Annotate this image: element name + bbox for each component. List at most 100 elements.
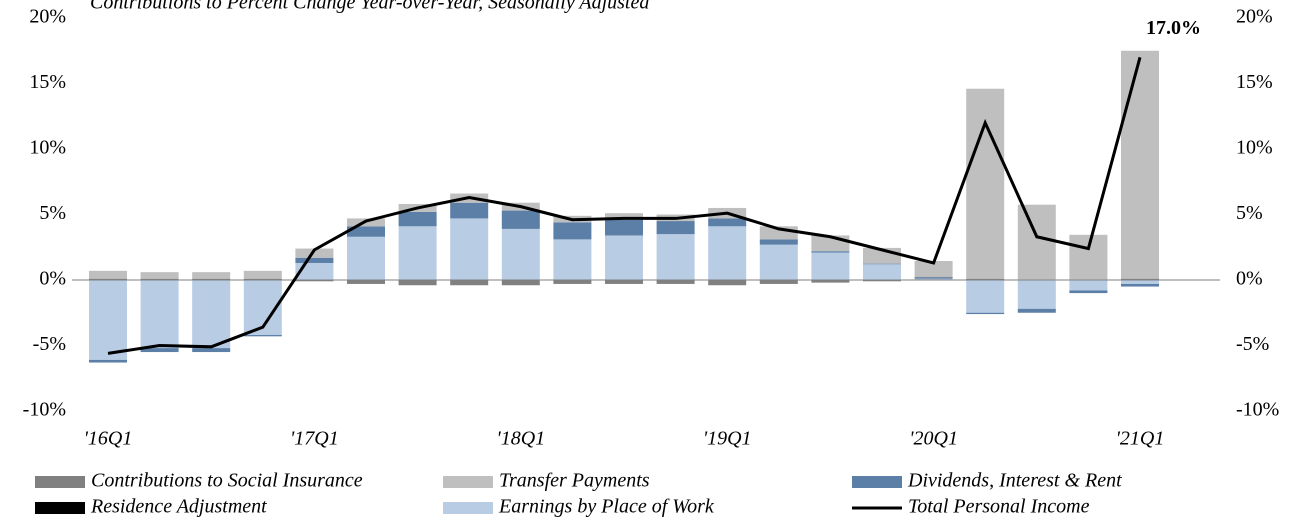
bar-segment [1121,50,1159,279]
legend-label: Dividends, Interest & Rent [907,470,1122,492]
x-tick-label: '20Q1 [909,428,958,450]
legend-label: Residence Adjustment [90,496,267,518]
bar-segment [966,278,1005,280]
bar-segment [295,262,334,280]
y-tick-label: 5% [39,202,66,224]
legend-swatch [443,502,493,514]
bar-segment [1121,283,1159,287]
bar-segment [759,239,798,245]
bar-segment [708,226,747,280]
bar-segment [89,270,127,279]
legend-swatch [443,476,493,488]
y-tick-label: 0% [39,268,66,290]
y2-tick-label: 15% [1236,71,1273,93]
bar-segment [811,251,850,253]
bar-segment [966,88,1005,279]
bar-segment [605,213,643,220]
bar-segment [759,280,798,284]
y-tick-label: 10% [29,137,66,159]
bar-segment [1069,280,1108,291]
legend-label: Contributions to Social Insurance [91,470,363,492]
bar-segment [243,278,282,280]
y2-tick-label: 10% [1236,137,1273,159]
bar-segment [295,280,334,282]
total-line [107,56,1142,355]
y2-tick-label: -5% [1236,333,1269,355]
bar-segment [966,280,1005,313]
bar-segment [553,239,592,280]
legend-label: Earnings by Place of Work [498,496,715,518]
bar-segment [192,272,231,279]
bar-segment [605,219,643,236]
bar-segment [1121,280,1159,284]
bar-segment [1017,204,1056,280]
bar-segment [1017,280,1056,309]
x-tick-label: '19Q1 [703,428,752,450]
y-tick-label: -5% [33,333,66,355]
bar-segment [140,280,179,349]
y2-tick-label: 0% [1236,268,1263,290]
legend-label: Total Personal Income [908,496,1090,518]
bar-segment [501,280,540,286]
bar-segment [1017,308,1056,313]
y2-tick-label: 20% [1236,6,1273,28]
bar-segment [140,272,179,279]
bar-segment [656,234,695,280]
bar-segment [243,335,282,337]
bar-segment [192,280,231,349]
bar-segment [347,280,385,284]
bar-segment [914,276,953,278]
bar-segment [450,280,489,286]
x-tick-label: '17Q1 [290,428,339,450]
y2-tick-label: -10% [1236,399,1279,421]
bar-segment [398,211,437,227]
bar-segment [553,222,592,240]
bar-segment [914,277,953,279]
bar-segment [243,270,282,279]
bar-segment [863,263,901,265]
legend-label: Transfer Payments [499,470,650,492]
x-tick-label: '16Q1 [84,428,133,450]
y2-tick-label: 5% [1236,202,1263,224]
bar-segment [759,244,798,280]
bar-segment [966,312,1005,315]
bar-segment [192,278,231,280]
bar-segment [553,280,592,284]
y-tick-label: 15% [29,71,66,93]
legend-swatch [35,502,85,514]
bar-segment [89,359,127,363]
y-tick-label: -10% [23,399,66,421]
bar-segment [811,280,850,283]
bar-segment [863,280,901,282]
bar-segment [501,210,540,229]
bar-segment [605,235,643,280]
bar-segment [811,252,850,280]
legend-swatch [852,476,902,488]
legend-swatch [35,476,85,488]
x-tick-label: '18Q1 [496,428,545,450]
bar-segment [605,280,643,284]
bar-segment [89,280,127,360]
bar-segment [192,348,231,353]
bar-segment [708,218,747,227]
x-tick-label: '21Q1 [1116,428,1165,450]
bar-segment [398,280,437,286]
bar-segment [1121,278,1159,280]
bar-segment [708,280,747,286]
bar-segment [1069,234,1108,280]
bar-segment [656,221,695,235]
bar-segment [863,264,901,280]
data-label: 17.0% [1146,17,1201,39]
bar-segment [656,280,695,284]
bar-segment [450,218,489,280]
bar-segment [347,226,385,237]
bar-segment [398,226,437,280]
bar-segment [140,278,179,280]
bar-segment [450,202,489,219]
bar-segment [140,348,179,353]
bar-segment [914,278,953,280]
chart-title: Contributions to Percent Change Year-ove… [90,0,650,14]
bar-segment [1069,290,1108,294]
bar-segment [347,236,385,280]
